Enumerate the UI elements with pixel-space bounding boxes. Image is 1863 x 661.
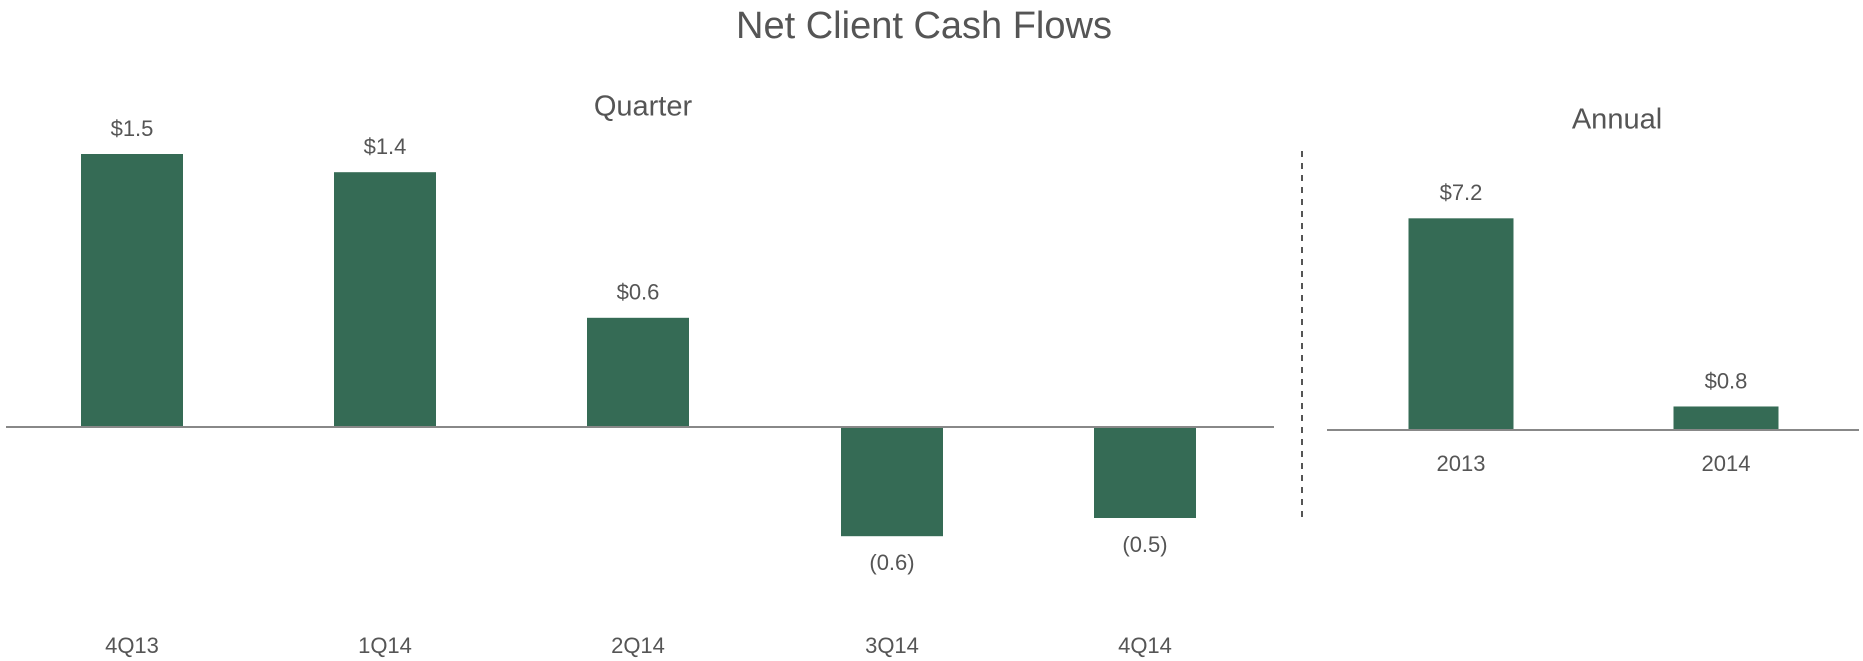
chart-title: Net Client Cash Flows [736, 5, 1112, 47]
value-label: $0.8 [1705, 368, 1748, 393]
bar [841, 427, 943, 537]
x-tick-label: 1Q14 [358, 633, 412, 658]
value-label: $7.2 [1440, 180, 1483, 205]
value-label: $0.6 [617, 280, 660, 305]
value-label: (0.6) [869, 550, 914, 575]
x-tick-label: 3Q14 [865, 633, 919, 658]
x-tick-label: 4Q14 [1118, 633, 1172, 658]
bar [81, 154, 183, 427]
x-tick-label: 2014 [1702, 451, 1751, 476]
x-tick-label: 2Q14 [611, 633, 665, 658]
value-label: $1.5 [111, 116, 154, 141]
value-label: $1.4 [364, 134, 407, 159]
bar [1408, 218, 1514, 430]
chart-subtitle: Quarter [594, 91, 693, 123]
bar [334, 172, 436, 427]
x-tick-label: 2013 [1437, 451, 1486, 476]
value-label: (0.5) [1122, 532, 1167, 557]
bar [587, 317, 689, 427]
bar [1673, 406, 1779, 430]
x-tick-label: 4Q13 [105, 633, 159, 658]
chart-subtitle: Annual [1572, 104, 1662, 136]
bar [1094, 427, 1196, 518]
